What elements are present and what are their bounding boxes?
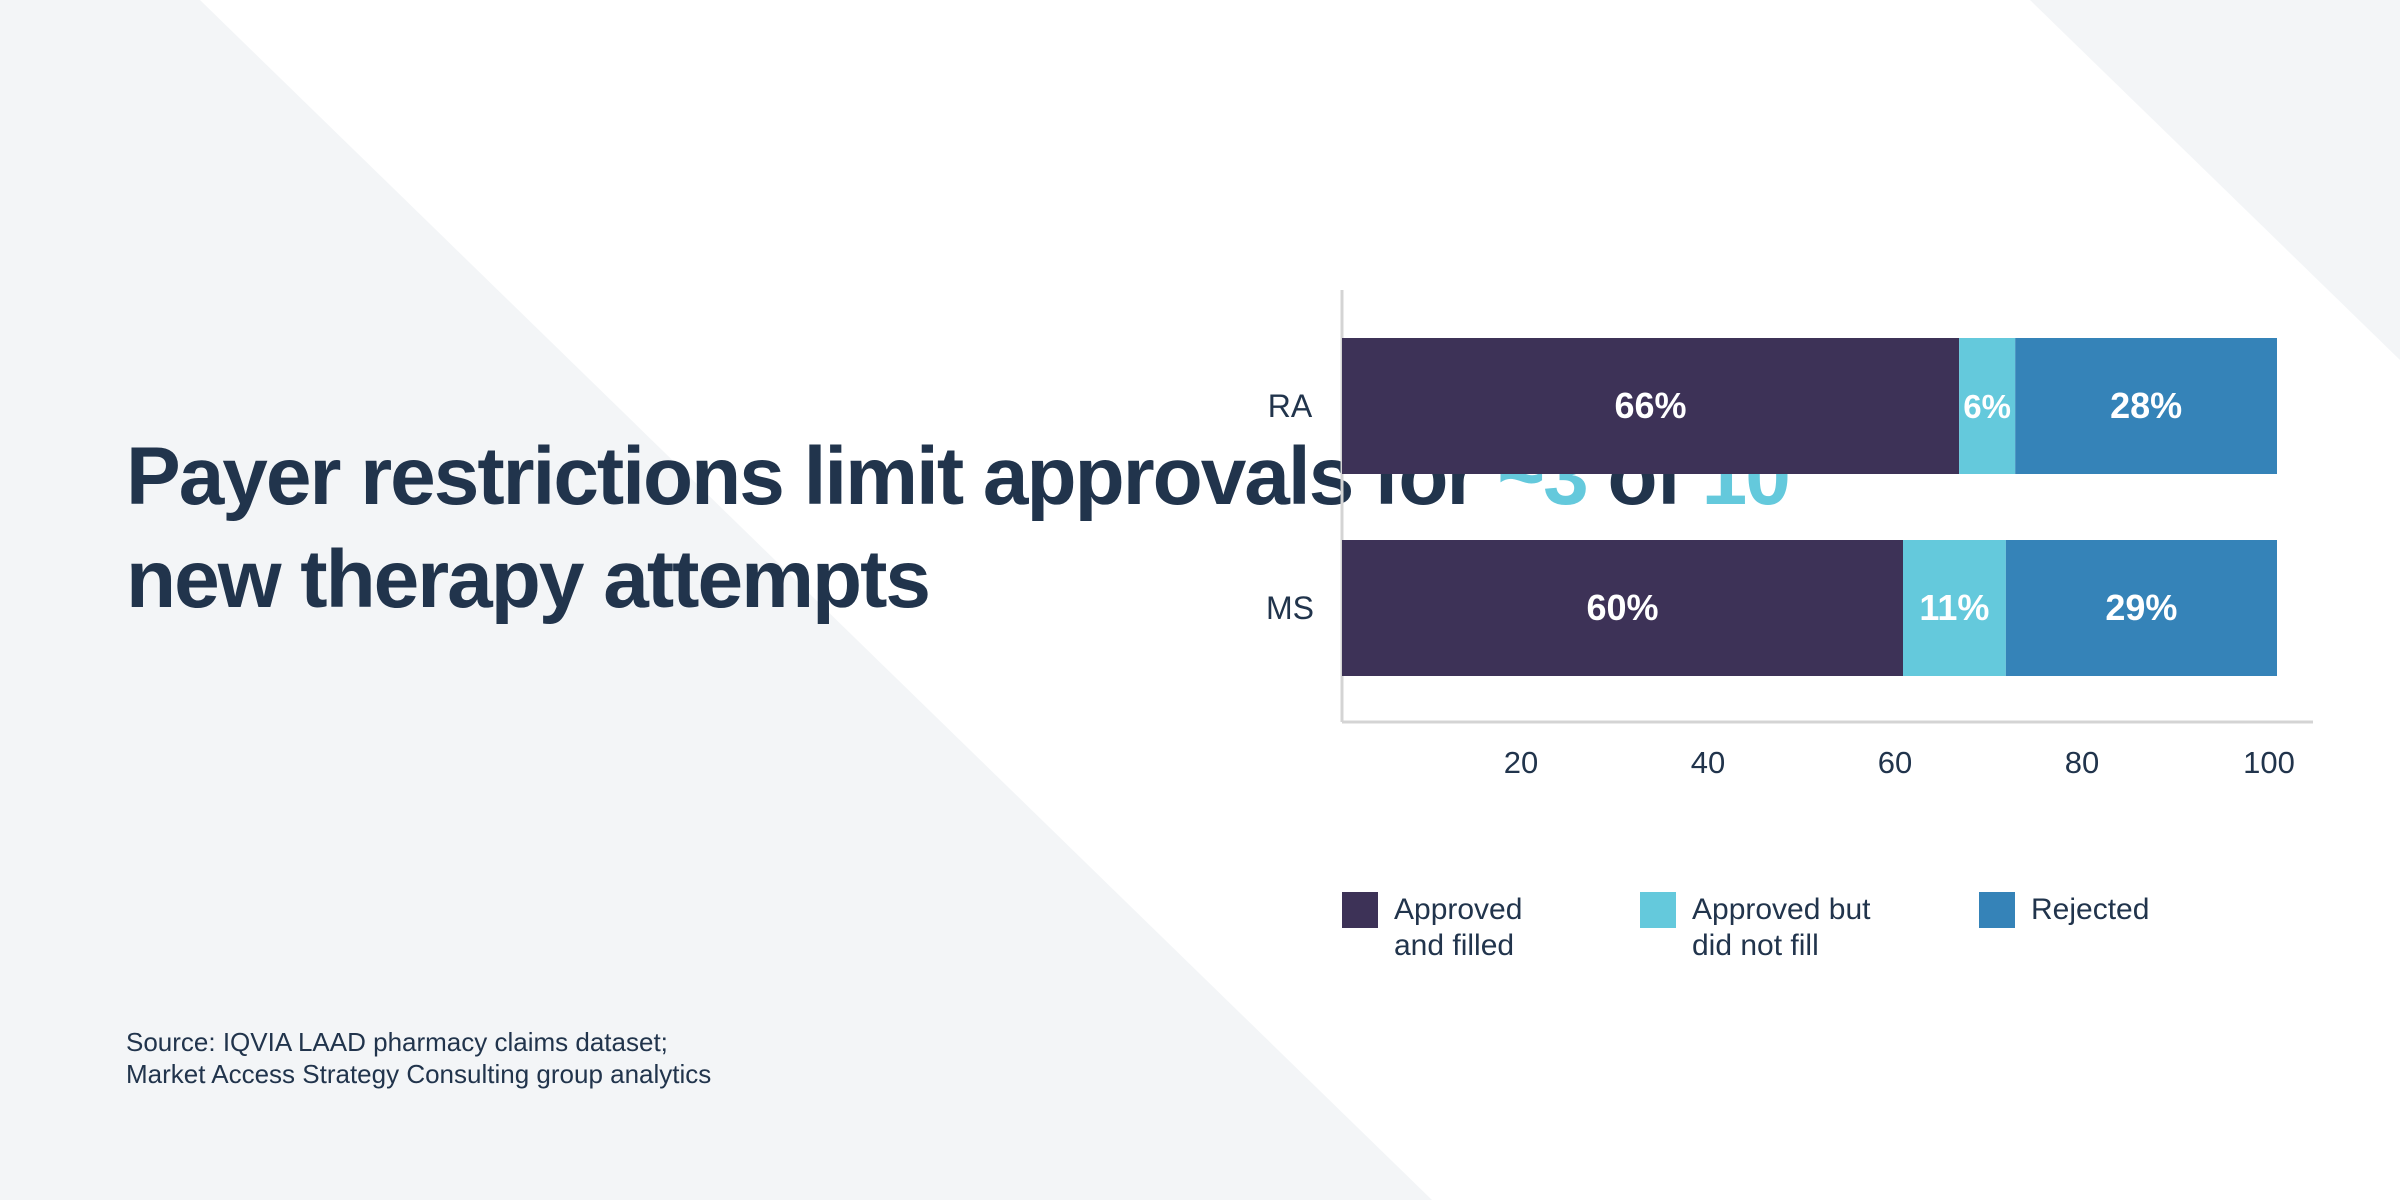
bar-segment-ms-0 [1342,540,1903,676]
bar-data-label: 6% [1963,388,2011,425]
category-label-ra: RA [1268,388,1313,424]
legend-label: Approved but did not fill [1692,893,1871,962]
legend-item: Rejected [1979,892,2149,928]
x-tick-label: 60 [1878,745,1912,780]
x-tick-label: 40 [1691,745,1725,780]
x-tick-label: 100 [2243,745,2295,780]
legend-swatch [1640,892,1676,928]
legend-swatch [1342,892,1378,928]
legend-swatch [1979,892,2015,928]
title-text: new therapy attempts [126,534,931,625]
x-tick-label: 20 [1504,745,1538,780]
bar-data-label: 60% [1586,587,1658,628]
x-tick-label: 80 [2065,745,2099,780]
legend-label: Rejected [2031,893,2150,926]
bar-segment-ms-1 [1903,540,2006,676]
legend-item: Approved but did not fill [1640,892,1912,964]
bar-segment-ra-2 [2015,338,2277,474]
legend-item: Approved and filled [1342,892,1554,964]
source-note: Source: IQVIA LAAD pharmacy claims datas… [126,1026,711,1090]
bar-data-label: 66% [1615,385,1687,426]
bar-data-label: 28% [2110,385,2182,426]
bar-segment-ra-1 [1959,338,2016,474]
source-line-2: Market Access Strategy Consulting group … [126,1059,712,1089]
bar-data-label: 11% [1919,587,1989,628]
title-text: Payer restrictions limit approvals for [126,431,1498,522]
bar-segment-ms-2 [2005,540,2277,676]
source-line-1: Source: IQVIA LAAD pharmacy claims datas… [126,1027,668,1057]
bar-data-label: 29% [2105,587,2177,628]
legend-label: Approved and filled [1394,893,1523,962]
category-label-ms: MS [1266,590,1314,626]
white-diagonal-panel [200,0,2400,1200]
bar-segment-ra-0 [1342,338,1960,474]
